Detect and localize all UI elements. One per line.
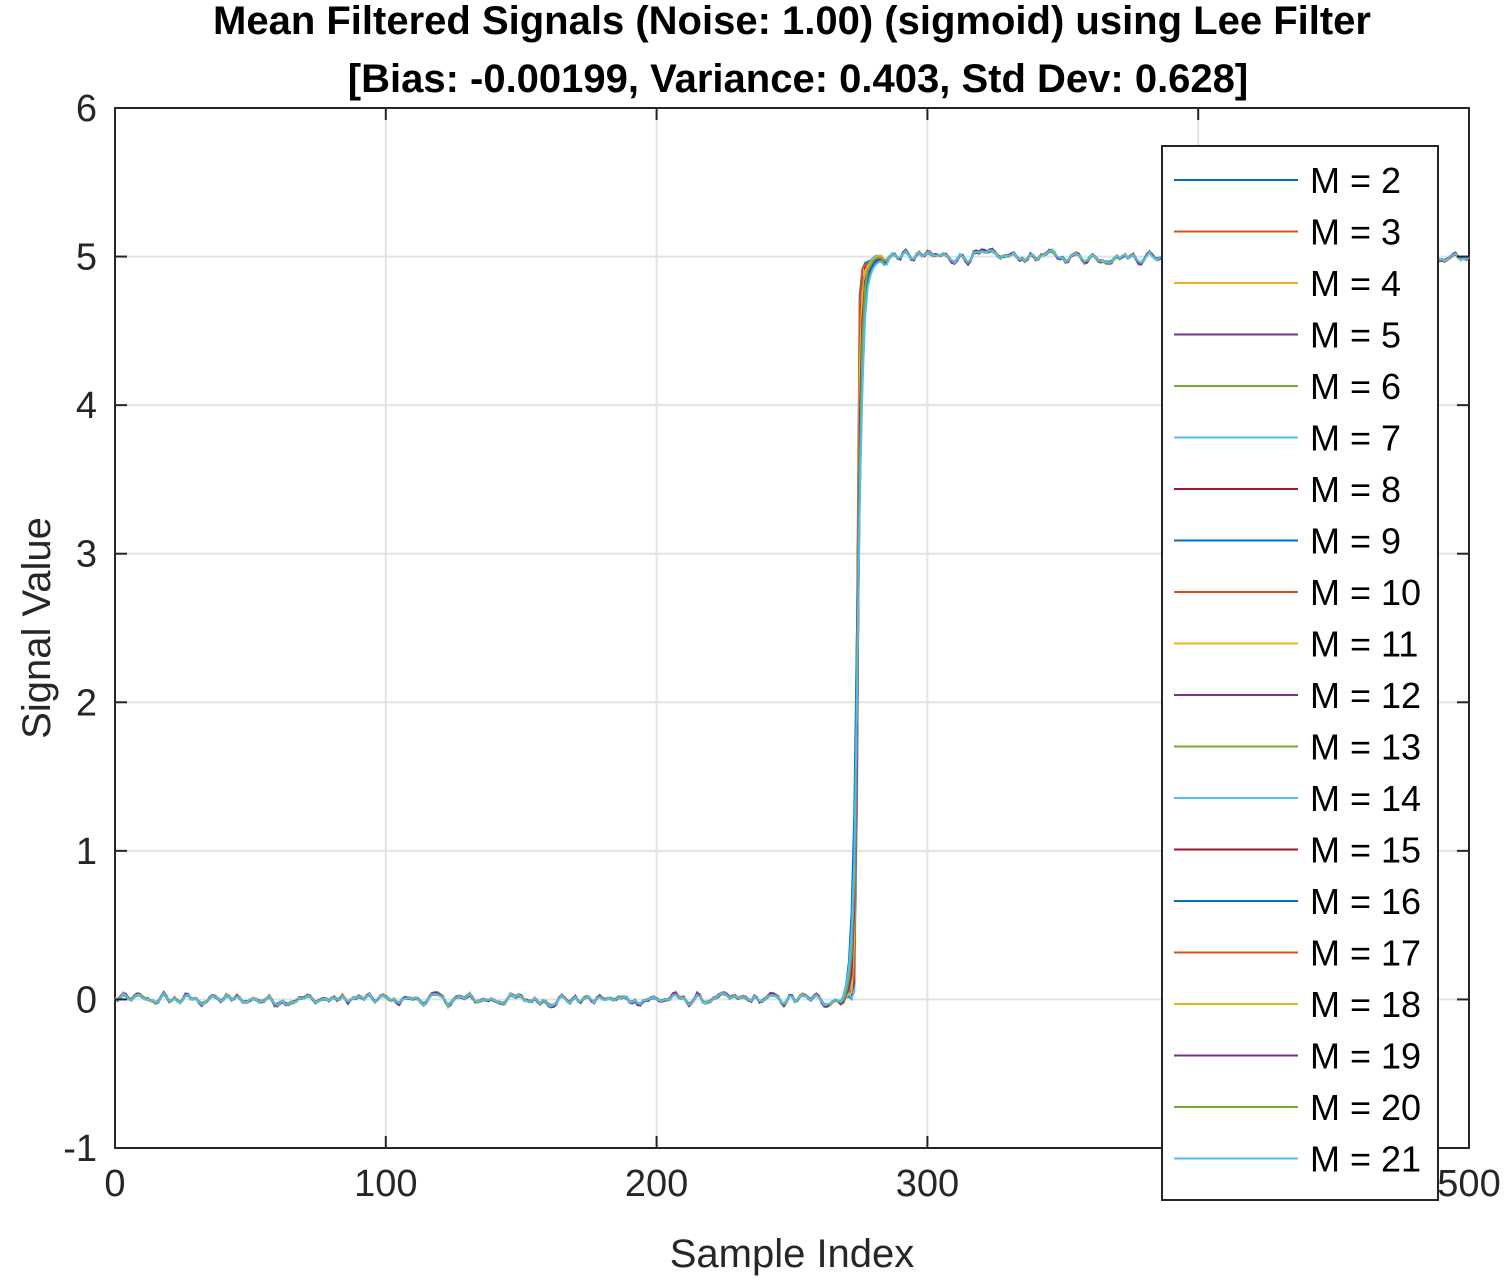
x-tick-label: 300: [896, 1163, 959, 1205]
y-tick-label: 1: [76, 831, 97, 873]
legend: M = 2 M = 3 M = 4 M = 5 M = 6 M = 7 M = 8 M = 9…: [1161, 145, 1439, 1201]
chart-title-line-1: Mean Filtered Signals (Noise: 1.00) (sig…: [213, 0, 1371, 43]
y-tick-label: 2: [76, 682, 97, 724]
x-tick-label: 200: [625, 1163, 688, 1205]
legend-label: M = 5: [1310, 315, 1401, 356]
y-axis-label: Signal Value: [15, 517, 59, 739]
y-tick-label: 3: [76, 534, 97, 576]
legend-label: M = 17: [1310, 933, 1421, 974]
legend-box: [1161, 145, 1439, 1201]
legend-label: M = 16: [1310, 881, 1421, 922]
legend-label: M = 2: [1310, 160, 1401, 201]
y-tick-label: -1: [63, 1128, 97, 1170]
legend-label: M = 14: [1310, 778, 1421, 819]
x-axis-label: Sample Index: [670, 1232, 915, 1276]
legend-label: M = 11: [1310, 624, 1418, 665]
legend-label: M = 6: [1310, 366, 1401, 407]
legend-label: M = 8: [1310, 469, 1401, 510]
legend-label: M = 20: [1310, 1087, 1421, 1128]
legend-label: M = 21: [1310, 1139, 1421, 1180]
legend-label: M = 15: [1310, 830, 1421, 871]
legend-label: M = 18: [1310, 984, 1421, 1025]
legend-label: M = 19: [1310, 1036, 1421, 1077]
legend-label: M = 3: [1310, 212, 1401, 253]
y-tick-label: 5: [76, 237, 97, 279]
y-tick-label: 4: [76, 385, 97, 427]
x-tick-label: 500: [1437, 1163, 1500, 1205]
y-tick-label: 0: [76, 979, 97, 1021]
legend-label: M = 12: [1310, 675, 1421, 716]
series-lines: [114, 245, 1470, 1009]
legend-label: M = 9: [1310, 521, 1401, 562]
x-tick-label: 0: [104, 1163, 125, 1205]
legend-label: M = 4: [1310, 263, 1401, 304]
plot-area: [114, 107, 1470, 1149]
chart-title-line-2: [Bias: -0.00199, Variance: 0.403, Std De…: [348, 57, 1249, 101]
y-tick-label: 6: [76, 88, 97, 130]
legend-label: M = 13: [1310, 727, 1421, 768]
x-tick-label: 100: [354, 1163, 417, 1205]
legend-label: M = 7: [1310, 418, 1401, 459]
legend-label: M = 10: [1310, 572, 1421, 613]
